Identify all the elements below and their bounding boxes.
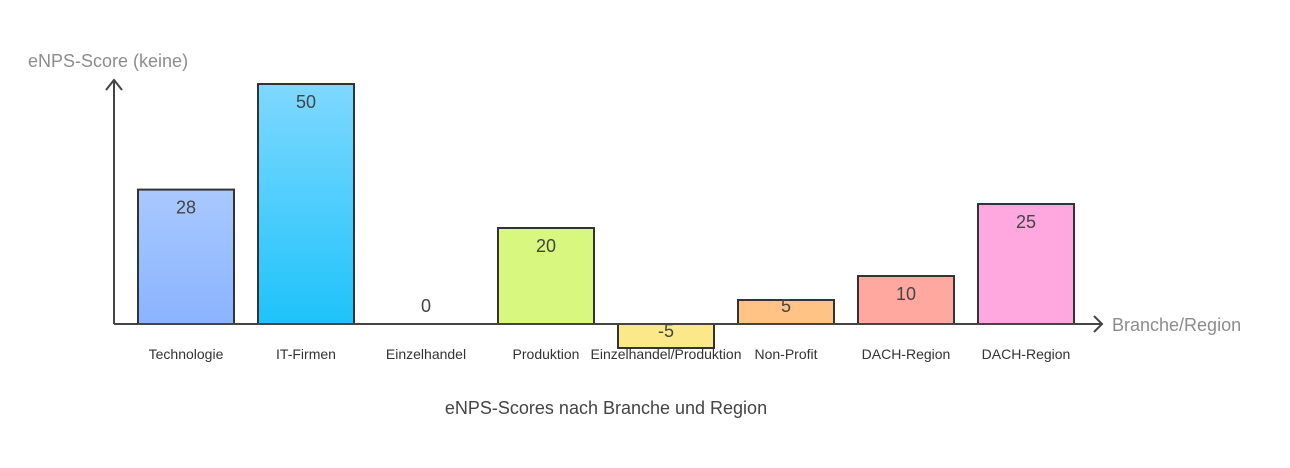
value-label: 25	[1016, 212, 1036, 232]
value-label: 28	[176, 198, 196, 218]
value-label: -5	[658, 321, 674, 341]
x-tick-label: Einzelhandel/Produktion	[591, 346, 742, 362]
value-label: 5	[781, 296, 791, 316]
value-label: 20	[536, 236, 556, 256]
axes-group	[105, 78, 1104, 333]
bars-group	[137, 83, 1075, 349]
bar	[737, 299, 835, 325]
value-label: 0	[421, 296, 431, 316]
x-tick-label: Non-Profit	[754, 346, 817, 362]
x-tick-label: Produktion	[513, 346, 580, 362]
x-tick-label: DACH-Region	[982, 346, 1071, 362]
x-axis-arrow-icon	[1093, 315, 1104, 333]
bar	[497, 227, 595, 325]
x-tick-label: IT-Firmen	[276, 346, 336, 362]
chart-title: eNPS-Scores nach Branche und Region	[445, 398, 767, 418]
labels-group: 28 Technologie 50 IT-Firmen 0 Einzelhandel 20 P…	[149, 92, 1071, 362]
value-label: 10	[896, 284, 916, 304]
bar	[137, 188, 235, 325]
x-tick-label: DACH-Region	[862, 346, 951, 362]
value-label: 50	[296, 92, 316, 112]
y-axis-label: eNPS-Score (keine)	[28, 51, 188, 71]
bar	[257, 83, 355, 325]
x-axis-label: Branche/Region	[1112, 315, 1241, 335]
x-tick-label: Technologie	[149, 346, 224, 362]
y-axis-arrow-icon	[105, 78, 123, 91]
x-tick-label: Einzelhandel	[386, 346, 466, 362]
bar	[977, 203, 1075, 325]
